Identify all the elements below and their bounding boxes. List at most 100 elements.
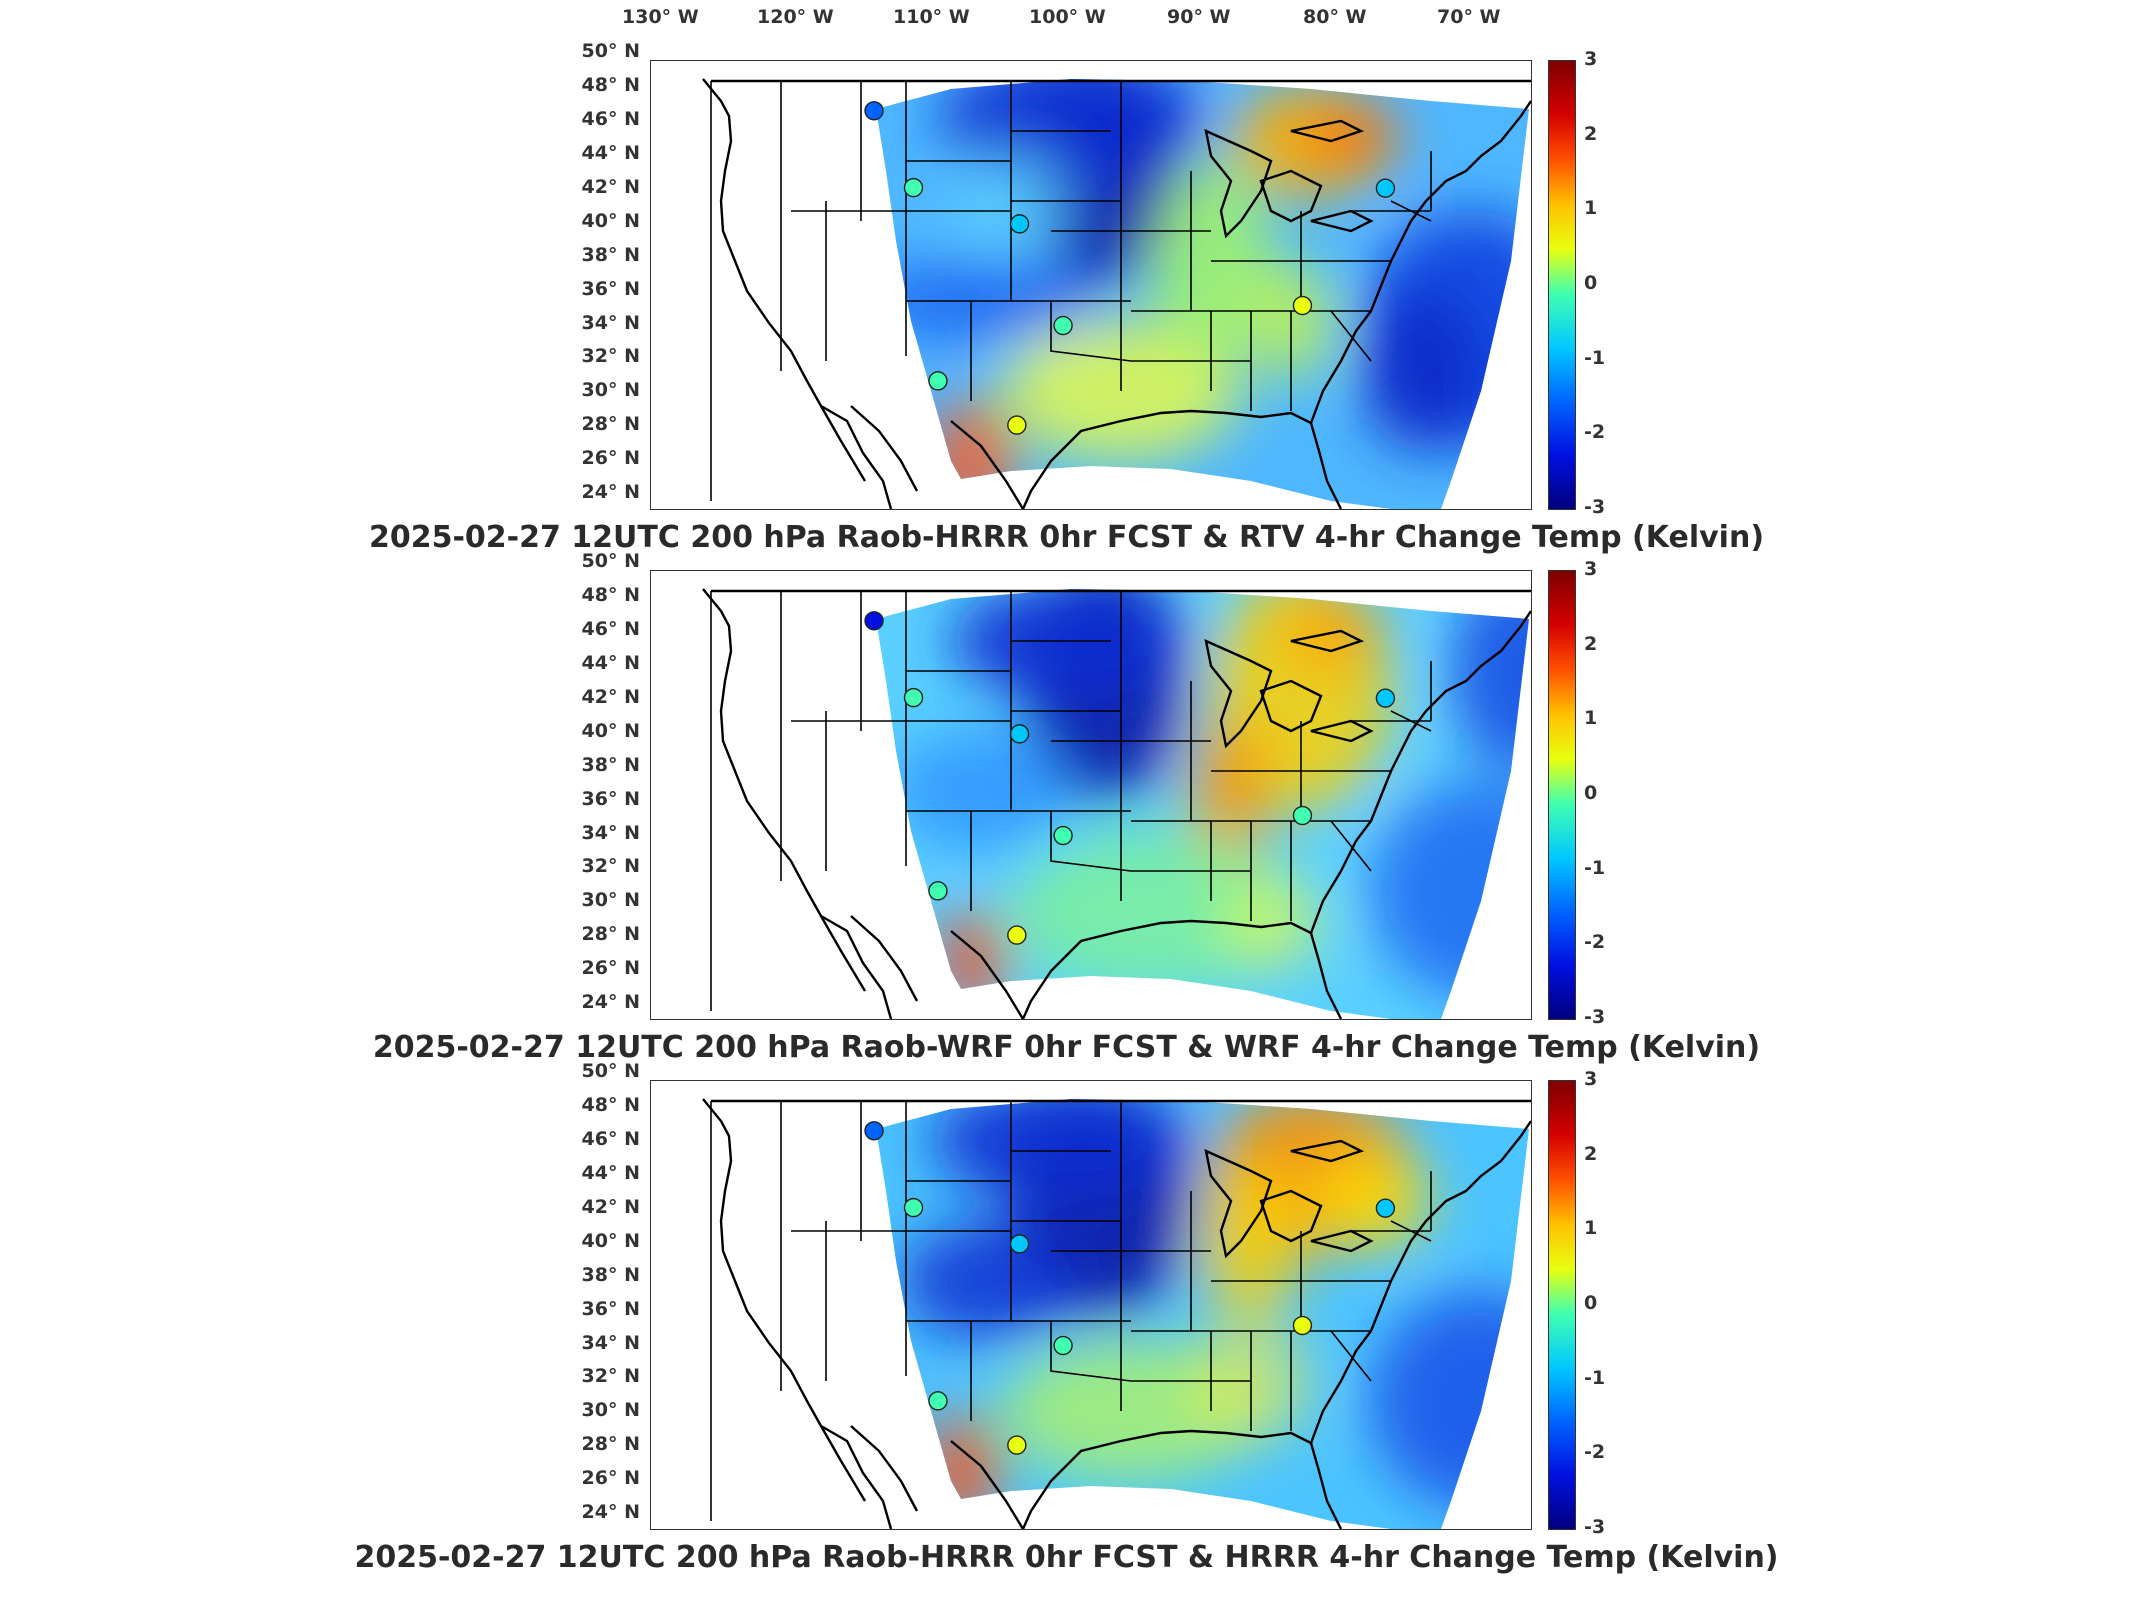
latitude-label: 48° N [581,1093,640,1116]
coastline [702,78,1531,509]
latitude-label: 50° N [581,40,640,62]
latitude-label: 44° N [581,651,640,674]
latitude-label: 24° N [581,481,640,504]
colorbar-tick-label: 1 [1584,197,1598,220]
latitude-label: 28° N [581,413,640,436]
colorbar-tick-label: -2 [1584,931,1606,954]
raob-station-marker [903,177,924,198]
colorbar-tick-label: -1 [1584,346,1606,369]
latitude-label: 26° N [581,1467,640,1490]
latitude-label: 32° N [581,855,640,878]
latitude-label: 26° N [581,447,640,470]
latitude-label: 38° N [581,1263,640,1286]
raob-station-marker [1375,1198,1396,1218]
colorbar-tick-label: -1 [1584,1366,1606,1389]
raob-station-marker [864,1121,884,1141]
temperature-field [876,589,1529,1019]
latitude-label: 24° N [581,1501,640,1524]
colorbar-tick-label: -3 [1584,496,1606,518]
map-plot-area [650,1080,1532,1530]
raob-station-marker [903,1197,924,1218]
raob-station-marker [1375,178,1396,198]
colorbar-tick-label: 3 [1584,1068,1598,1090]
raob-station-marker [864,101,884,121]
colorbar-tick-label: 1 [1584,1217,1598,1240]
state-borders [710,591,1432,1011]
state-borders [710,1101,1432,1521]
colorbar-tick-label: 0 [1584,1292,1598,1314]
raob-station-marker [1292,295,1313,316]
raob-station-marker [1009,214,1030,234]
latitude-label: 48° N [581,73,640,96]
panel-caption: 2025-02-27 12UTC 200 hPa Raob-HRRR 0hr F… [368,520,1765,555]
temperature-field [876,79,1529,509]
raob-station-marker [1292,805,1313,826]
longitude-label: 120° W [757,6,834,28]
longitude-label: 130° W [622,6,699,28]
colorbar-tick-label: 2 [1584,632,1598,655]
latitude-label: 32° N [581,345,640,368]
latitude-label: 50° N [581,550,640,572]
coastline [702,588,1531,1019]
raob-station-marker [928,371,948,391]
latitude-label: 46° N [581,617,640,640]
raob-station-marker [1007,415,1027,435]
latitude-label: 36° N [581,277,640,300]
latitude-label: 40° N [581,209,640,232]
temperature-field [876,1099,1529,1529]
colorbar-tick-label: 0 [1584,272,1598,294]
coastline [702,1098,1531,1529]
latitude-label: 44° N [581,1161,640,1184]
colorbar-tick-label: -2 [1584,1441,1606,1464]
longitude-label: 70° W [1437,6,1501,28]
colorbar-tick-label: 2 [1584,1142,1598,1165]
latitude-label: 30° N [581,889,640,912]
temperature-map [702,78,1531,509]
raob-station-marker [1053,315,1073,336]
latitude-label: 26° N [581,957,640,980]
latitude-label: 30° N [581,1399,640,1422]
panel-caption: 2025-02-27 12UTC 200 hPa Raob-WRF 0hr FC… [372,1030,1761,1065]
latitude-label: 38° N [581,243,640,266]
colorbar-tick-label: -2 [1584,421,1606,444]
colorbar-tick-label: -3 [1584,1006,1606,1028]
latitude-label: 40° N [581,719,640,742]
raob-station-marker [1007,925,1027,945]
colorbar [1548,570,1576,1020]
longitude-label: 90° W [1167,6,1231,28]
latitude-label: 24° N [581,991,640,1014]
longitude-label: 110° W [893,6,970,28]
raob-station-marker [1292,1315,1313,1336]
colorbar-tick-label: 1 [1584,707,1598,730]
colorbar-tick-label: 3 [1584,558,1598,580]
longitude-label: 100° W [1029,6,1106,28]
colorbar-tick-label: 0 [1584,782,1598,804]
state-borders [710,81,1432,501]
panel-caption: 2025-02-27 12UTC 200 hPa Raob-HRRR 0hr F… [354,1540,1779,1575]
raob-station-marker [928,1391,948,1411]
colorbar [1548,60,1576,510]
latitude-label: 40° N [581,1229,640,1252]
latitude-label: 48° N [581,583,640,606]
raob-station-marker [1007,1435,1027,1455]
latitude-label: 42° N [581,1195,640,1218]
map-plot-area [650,60,1532,510]
temperature-map [702,1098,1531,1529]
raob-station-marker [1009,724,1030,744]
latitude-label: 46° N [581,107,640,130]
raob-station-marker [1375,688,1396,708]
colorbar-tick-label: 2 [1584,122,1598,145]
raob-station-marker [1053,1335,1073,1356]
latitude-label: 32° N [581,1365,640,1388]
map-plot-area [650,570,1532,1020]
latitude-label: 42° N [581,685,640,708]
temperature-map [702,588,1531,1019]
latitude-label: 36° N [581,1297,640,1320]
colorbar-tick-label: -1 [1584,856,1606,879]
longitude-label: 80° W [1303,6,1367,28]
raob-station-marker [903,687,924,708]
colorbar [1548,1080,1576,1530]
latitude-label: 50° N [581,1060,640,1082]
latitude-label: 44° N [581,141,640,164]
latitude-label: 34° N [581,311,640,334]
